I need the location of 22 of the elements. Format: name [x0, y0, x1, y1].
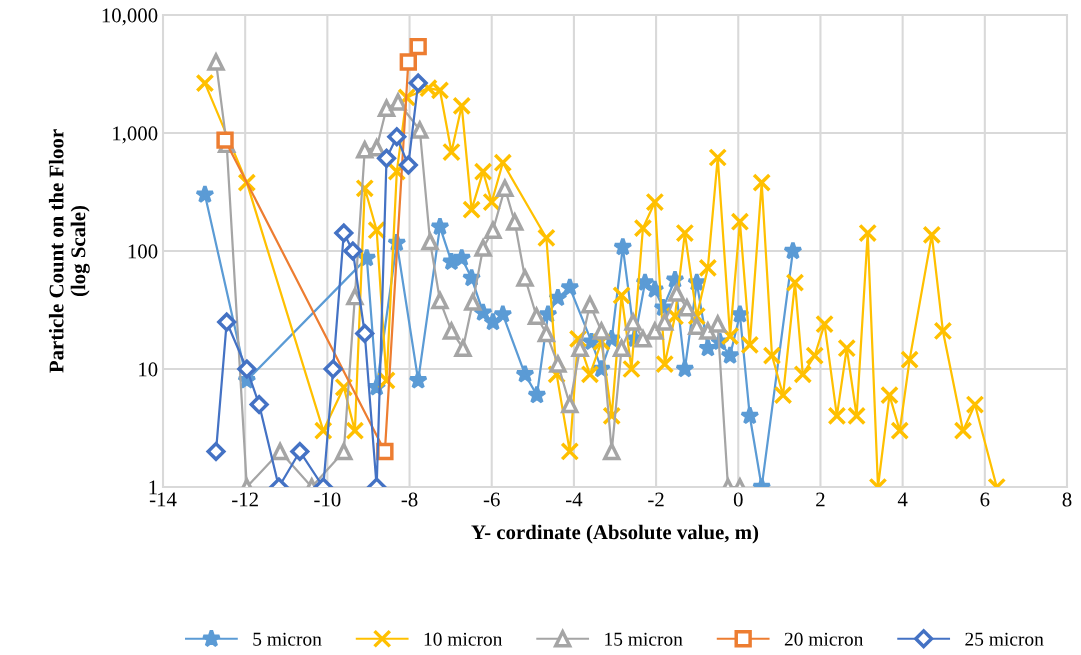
y-tick-label: 1,000	[113, 126, 158, 144]
x-tick-label: -8	[401, 492, 418, 507]
x-tick-label: -10	[314, 492, 341, 507]
x-tick-label: 0	[733, 492, 743, 507]
x-tick-label: -12	[232, 492, 258, 507]
y-tick-label: 10,000	[102, 8, 158, 26]
x-tick-label: -2	[648, 492, 664, 507]
y-axis-title: Particle Count on the Floor (log Scale)	[48, 129, 90, 373]
legend-label: 15 micron	[605, 632, 683, 646]
x-tick-label: 6	[980, 492, 990, 507]
x-axis-title: Y- cordinate (Absolute value, m)	[471, 524, 759, 544]
legend-label: 10 micron	[424, 632, 503, 646]
x-tick-label: 2	[816, 492, 825, 507]
y-tick-label: 10	[139, 362, 158, 377]
x-tick-label: 8	[1062, 492, 1072, 507]
y-tick-label: 100	[128, 244, 158, 259]
x-tick-label: 4	[897, 492, 908, 507]
x-tick-label: -6	[483, 492, 500, 507]
x-tick-label: -4	[566, 492, 583, 507]
legend-label: 25 micron	[965, 632, 1044, 646]
legend-label: 5 micron	[253, 632, 322, 646]
legend-label: 20 micron	[784, 632, 864, 646]
